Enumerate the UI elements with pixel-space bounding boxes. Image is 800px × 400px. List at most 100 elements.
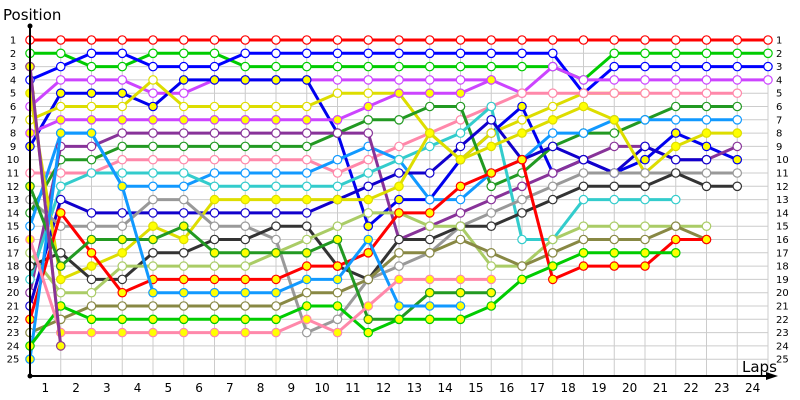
series-red-2 xyxy=(25,154,712,325)
data-point-marker xyxy=(332,168,343,178)
data-point-marker xyxy=(486,181,497,192)
data-point-marker xyxy=(86,221,97,231)
data-point-marker xyxy=(640,248,650,258)
data-point-marker xyxy=(363,248,374,258)
data-point-marker xyxy=(455,101,466,112)
x-tick-label: 9 xyxy=(288,381,296,395)
data-point-marker xyxy=(209,48,220,59)
data-point-marker xyxy=(363,314,374,325)
x-tick-label: 5 xyxy=(165,381,173,395)
x-tick-label: 23 xyxy=(714,381,729,395)
data-point-marker xyxy=(640,115,650,125)
data-point-marker xyxy=(578,128,589,138)
data-point-marker xyxy=(271,248,281,258)
data-point-marker xyxy=(86,274,97,285)
data-point-marker xyxy=(301,154,312,165)
data-point-marker xyxy=(363,221,374,231)
data-point-marker xyxy=(209,314,220,325)
y-tick-label: 14 xyxy=(776,208,789,219)
series-charcoal xyxy=(25,168,743,285)
data-point-marker xyxy=(547,101,558,112)
data-point-marker xyxy=(547,234,558,245)
y-tick-label: 23 xyxy=(7,328,20,339)
data-point-marker xyxy=(394,314,404,325)
data-point-marker xyxy=(578,221,589,231)
x-axis-title: Laps xyxy=(742,358,777,376)
data-point-marker xyxy=(240,261,251,271)
data-point-marker xyxy=(178,261,189,271)
data-point-marker xyxy=(640,75,650,85)
data-point-marker xyxy=(486,194,497,205)
y-tick-label: 19 xyxy=(776,275,789,286)
data-point-marker xyxy=(486,61,497,72)
data-point-marker xyxy=(148,234,158,245)
y-tick-labels-left: 1234567891011121314151617181920212223242… xyxy=(7,36,20,366)
data-point-marker xyxy=(732,61,743,72)
data-point-marker xyxy=(424,194,435,205)
data-point-marker xyxy=(86,61,97,72)
data-point-marker xyxy=(178,181,189,192)
data-point-marker xyxy=(394,194,404,205)
data-point-marker xyxy=(117,327,128,338)
data-point-marker xyxy=(240,221,251,231)
data-point-marker xyxy=(486,48,497,59)
data-point-marker xyxy=(178,35,189,45)
data-point-marker xyxy=(455,194,466,205)
data-point-marker xyxy=(178,101,189,112)
data-point-marker xyxy=(578,261,589,271)
data-point-marker xyxy=(732,181,743,192)
data-point-marker xyxy=(363,101,374,112)
data-point-marker xyxy=(148,287,158,298)
x-tick-label: 6 xyxy=(195,381,203,395)
data-point-marker xyxy=(148,181,158,192)
data-point-marker xyxy=(148,314,158,325)
data-point-marker xyxy=(701,35,712,45)
data-point-marker xyxy=(609,261,620,271)
data-point-marker xyxy=(517,208,527,218)
data-point-marker xyxy=(332,221,343,231)
x-tick-label: 8 xyxy=(257,381,265,395)
data-point-marker xyxy=(178,141,189,152)
data-point-marker xyxy=(240,234,251,245)
data-point-marker xyxy=(547,194,558,205)
data-point-marker xyxy=(332,154,343,165)
data-point-marker xyxy=(609,88,620,98)
data-point-marker xyxy=(732,168,743,178)
data-point-marker xyxy=(394,248,404,258)
data-point-marker xyxy=(271,75,281,85)
data-point-marker xyxy=(148,115,158,125)
y-tick-label: 24 xyxy=(7,341,20,352)
y-tick-label: 15 xyxy=(776,222,789,233)
data-point-marker xyxy=(117,208,128,218)
y-tick-label: 1 xyxy=(10,36,16,47)
data-point-marker xyxy=(424,141,435,152)
data-point-marker xyxy=(148,101,158,112)
x-tick-label: 24 xyxy=(745,381,760,395)
data-point-marker xyxy=(117,75,128,85)
data-point-marker xyxy=(763,61,773,72)
data-point-marker xyxy=(670,141,681,152)
data-point-marker xyxy=(363,194,374,205)
data-point-marker xyxy=(86,128,97,138)
data-point-marker xyxy=(332,314,343,325)
data-point-marker xyxy=(240,115,251,125)
x-tick-label: 16 xyxy=(499,381,514,395)
data-point-marker xyxy=(640,261,650,271)
data-point-marker xyxy=(301,274,312,285)
y-tick-label: 7 xyxy=(776,115,782,126)
data-point-marker xyxy=(271,48,281,59)
data-point-marker xyxy=(271,101,281,112)
y-tick-label: 16 xyxy=(7,235,20,246)
data-point-marker xyxy=(86,287,97,298)
series-blue xyxy=(25,48,773,98)
data-point-marker xyxy=(547,181,558,192)
y-tick-label: 19 xyxy=(7,275,20,286)
data-point-marker xyxy=(547,115,558,125)
data-point-marker xyxy=(424,35,435,45)
y-tick-label: 21 xyxy=(776,302,789,313)
data-point-marker xyxy=(517,181,527,192)
data-point-marker xyxy=(363,234,374,245)
data-point-marker xyxy=(578,35,589,45)
data-point-marker xyxy=(86,301,97,311)
